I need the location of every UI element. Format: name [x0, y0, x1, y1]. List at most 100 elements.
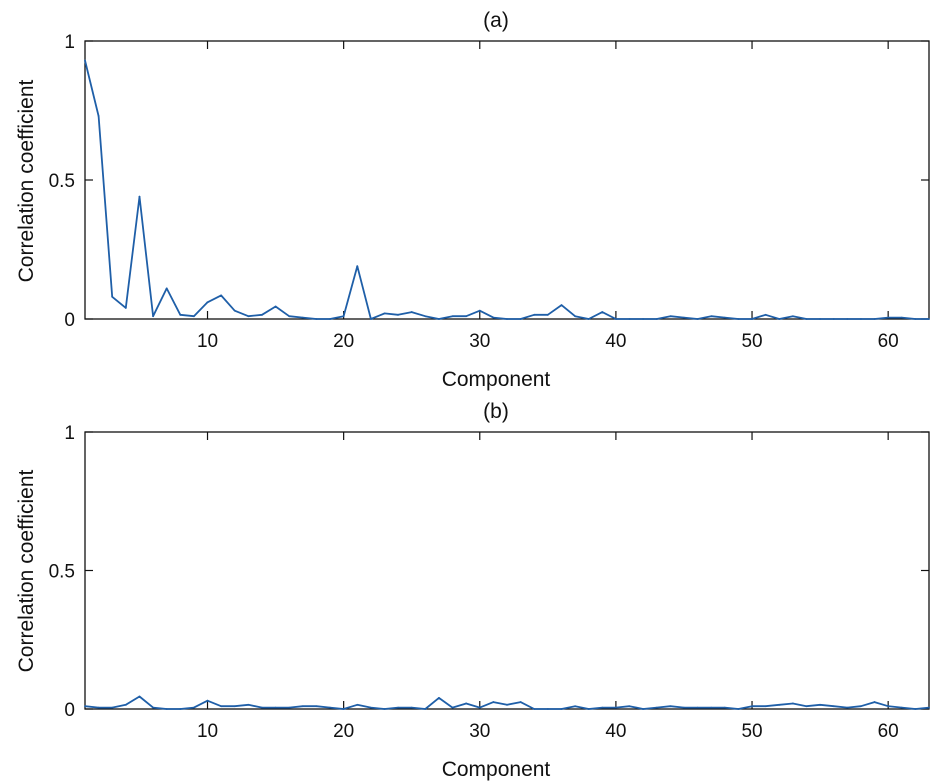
panel-b-data-point: [206, 699, 209, 702]
panel-a-axes: 10 20 30 40 50 60 0 0.5 1: [49, 32, 930, 352]
panel-b-data-point: [492, 701, 495, 703]
panel-b-data-point: [465, 702, 468, 705]
panel-b-data-point: [710, 706, 713, 709]
panel-b-axes: 10 20 30 40 50 60 0 0.5 1: [49, 423, 930, 742]
panel-a-title: (a): [483, 9, 509, 32]
panel-a-xlabel: Component: [442, 368, 551, 391]
panel-b-data-point: [546, 708, 549, 710]
panel-a-data-point: [928, 318, 930, 320]
panel-a-data-point: [478, 309, 481, 312]
panel-b-data-point: [737, 708, 740, 710]
panel-a-xtick-label: 20: [333, 331, 354, 352]
panel-a-data-point: [778, 318, 781, 320]
panel-b-data-point: [860, 705, 862, 708]
panel-a-xtick-label: 50: [741, 331, 762, 352]
panel-a-data-point: [805, 318, 808, 320]
panel-a-data-point: [165, 287, 168, 290]
panel-b-xtick-label: 20: [333, 721, 354, 742]
panel-b-data-point: [655, 706, 658, 709]
panel-a-data-point: [152, 315, 154, 318]
panel-b-xtick-label: 40: [605, 721, 626, 742]
panel-b-data-point: [301, 705, 304, 708]
panel-a-data-point: [628, 318, 631, 320]
panel-a-xtick-label: 60: [878, 331, 899, 352]
panel-b-data-point: [587, 708, 590, 710]
panel-a-data-point: [655, 318, 658, 320]
panel-b-xtick-label: 60: [878, 721, 899, 742]
panel-a-data-point: [873, 318, 876, 320]
panel-a-data-point: [383, 312, 386, 315]
panel-a-data-point: [791, 315, 794, 318]
panel-b-data-point: [601, 706, 604, 709]
panel-a-data-point: [900, 316, 903, 319]
panel-a-ytick-label: 0: [64, 310, 75, 331]
panel-a-data-point: [560, 304, 563, 306]
panel-b-data-point: [669, 705, 672, 708]
panel-a-data-point: [247, 315, 250, 318]
panel-a-data-point: [710, 315, 713, 318]
panel-a-data-point: [329, 318, 331, 320]
panel-b-data-point: [805, 705, 808, 708]
panel-a-xtick-label: 40: [605, 331, 626, 352]
panel-a-data-point: [601, 311, 604, 313]
panel-b-data-point: [628, 705, 631, 708]
panel-b-data-point: [383, 708, 386, 710]
panel-a-data-point: [914, 318, 917, 320]
panel-a-data-point: [193, 315, 195, 318]
panel-b: (b) Correlation coefficient Component 10…: [15, 400, 930, 781]
panel-b-data-point: [111, 706, 114, 709]
panel-b-data-point: [615, 706, 617, 709]
panel-b-data-point: [900, 706, 903, 709]
panel-b-data-point: [574, 705, 576, 708]
panel-b-data-point: [778, 703, 781, 706]
panel-b-data-point: [914, 708, 917, 710]
panel-a-data-point: [492, 316, 495, 319]
panel-b-data-point: [369, 706, 372, 709]
panel-b-data-point: [451, 706, 454, 709]
panel-a-data-point: [832, 318, 835, 320]
panel-a-ytick-label: 1: [64, 32, 75, 53]
panel-a-data-point: [506, 318, 508, 320]
panel-a-data-point: [451, 315, 454, 318]
panel-b-data-point: [220, 705, 223, 708]
panel-a-data-point: [111, 295, 114, 298]
panel-a-data-point: [696, 318, 699, 320]
panel-b-data-point: [274, 706, 277, 709]
panel-a-ylabel: Correlation coefficient: [15, 79, 38, 282]
panel-a-data-point: [737, 318, 740, 320]
panel-a-data-point: [342, 315, 345, 318]
panel-b-data-point: [819, 703, 821, 706]
panel-b-title: (b): [483, 400, 509, 423]
panel-b-data-point: [928, 706, 930, 709]
panel-a-xtick-label: 10: [197, 331, 218, 352]
panel-b-data-point: [165, 708, 168, 710]
panel-b-data-point: [342, 708, 345, 710]
panel-b-xtick-label: 30: [469, 721, 490, 742]
panel-a-data-point: [206, 301, 209, 304]
panel-a-data-point: [369, 318, 372, 320]
panel-b-data-point: [247, 703, 250, 706]
panel-b-data-point: [438, 697, 440, 699]
panel-b-data-point: [124, 703, 127, 706]
panel-a-data-point: [860, 318, 862, 320]
panel-a-data-point: [642, 318, 645, 320]
panel-a-data-point: [723, 316, 726, 319]
panel-a-data-point: [124, 306, 127, 309]
panel-b-data-point: [764, 705, 767, 708]
panel-a-data-point: [519, 318, 522, 320]
panel-b-data-point: [791, 702, 794, 705]
panel-a-data-point: [220, 294, 223, 297]
panel-b-data-point: [138, 695, 141, 698]
panel-b-data-point: [233, 705, 236, 708]
panel-a-data-point: [574, 315, 576, 318]
panel-a-ytick-label: 0.5: [49, 171, 75, 192]
panel-b-xtick-label: 50: [741, 721, 762, 742]
panel-a-data-point: [274, 305, 277, 308]
panel-a-data-point: [301, 316, 304, 319]
panel-b-data-point: [397, 706, 399, 709]
panel-a-data-point: [438, 318, 440, 320]
panel-b-data-point: [84, 705, 86, 708]
panel-b-xlabel: Component: [442, 758, 551, 781]
panel-b-data-point: [97, 706, 100, 709]
panel-a-data-point: [288, 315, 291, 318]
